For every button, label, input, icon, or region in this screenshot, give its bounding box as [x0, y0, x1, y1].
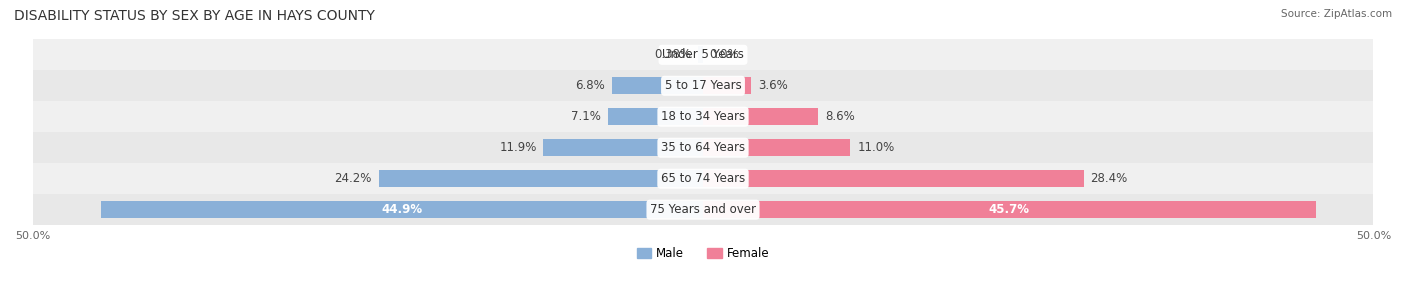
Text: 3.6%: 3.6%	[758, 79, 787, 92]
Text: 0.0%: 0.0%	[710, 48, 740, 61]
Bar	[607, 108, 703, 125]
Text: DISABILITY STATUS BY SEX BY AGE IN HAYS COUNTY: DISABILITY STATUS BY SEX BY AGE IN HAYS …	[14, 9, 375, 23]
Text: 11.9%: 11.9%	[499, 141, 537, 154]
Bar	[378, 170, 703, 187]
Text: 5 to 17 Years: 5 to 17 Years	[665, 79, 741, 92]
Bar	[703, 170, 1084, 187]
Text: 0.38%: 0.38%	[654, 48, 692, 61]
Bar	[703, 77, 751, 94]
Text: 44.9%: 44.9%	[381, 203, 423, 216]
Text: Under 5 Years: Under 5 Years	[662, 48, 744, 61]
Text: 18 to 34 Years: 18 to 34 Years	[661, 110, 745, 123]
Text: 35 to 64 Years: 35 to 64 Years	[661, 141, 745, 154]
Bar	[32, 132, 1374, 163]
Bar	[703, 201, 1316, 218]
Text: 7.1%: 7.1%	[571, 110, 602, 123]
Text: 24.2%: 24.2%	[335, 172, 371, 185]
Text: 28.4%: 28.4%	[1091, 172, 1128, 185]
Bar	[703, 139, 851, 156]
Text: 45.7%: 45.7%	[988, 203, 1029, 216]
Text: 11.0%: 11.0%	[858, 141, 894, 154]
Bar	[32, 163, 1374, 194]
Bar	[32, 194, 1374, 225]
Bar	[101, 201, 703, 218]
Text: 8.6%: 8.6%	[825, 110, 855, 123]
Bar	[703, 108, 818, 125]
Text: 6.8%: 6.8%	[575, 79, 605, 92]
Bar	[697, 46, 703, 63]
Text: 65 to 74 Years: 65 to 74 Years	[661, 172, 745, 185]
Text: 75 Years and over: 75 Years and over	[650, 203, 756, 216]
Bar	[612, 77, 703, 94]
Bar	[32, 70, 1374, 101]
Bar	[544, 139, 703, 156]
Text: Source: ZipAtlas.com: Source: ZipAtlas.com	[1281, 9, 1392, 19]
Bar	[32, 101, 1374, 132]
Legend: Male, Female: Male, Female	[637, 247, 769, 260]
Bar	[32, 39, 1374, 70]
